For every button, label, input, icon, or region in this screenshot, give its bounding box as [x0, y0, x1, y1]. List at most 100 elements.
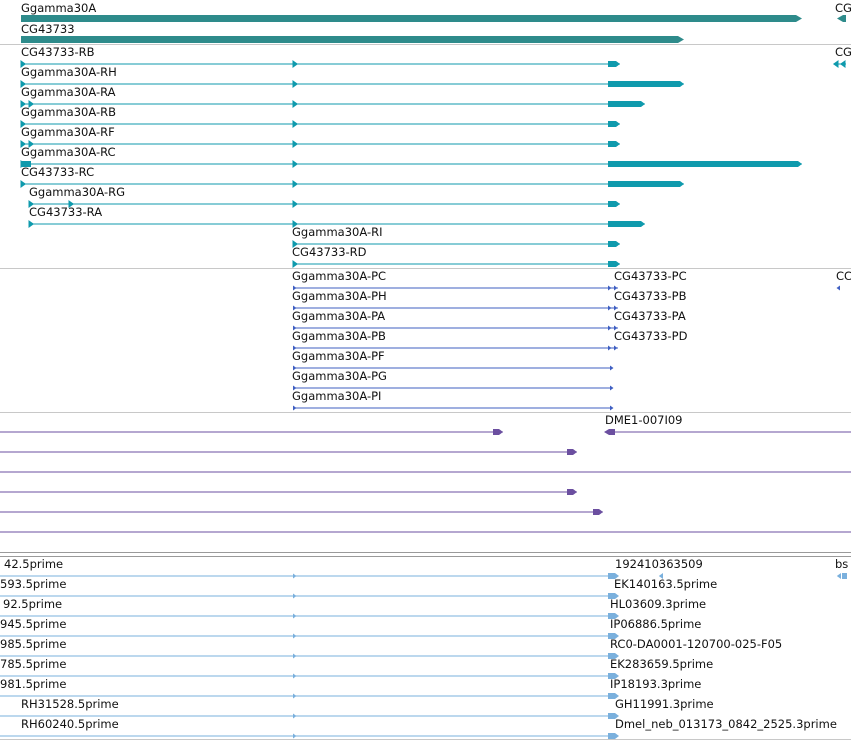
est-label[interactable]: 981.5prime: [0, 677, 67, 691]
protein-label[interactable]: Ggamma30A-PH: [292, 289, 387, 303]
est-strand-arrow[interactable]: [293, 573, 297, 579]
transcript-exon[interactable]: [608, 221, 645, 227]
transcript-label[interactable]: Ggamma30A-RG: [29, 185, 126, 199]
protein-label[interactable]: Ggamma30A-PF: [292, 349, 385, 363]
protein-strand-arrow[interactable]: [293, 405, 297, 411]
transcript-label[interactable]: CG43733-RA: [29, 205, 103, 219]
est-label[interactable]: 945.5prime: [0, 617, 67, 631]
est-block[interactable]: [842, 573, 847, 579]
transcript-strand-arrow[interactable]: [292, 120, 299, 128]
protein-label[interactable]: CG43733-PC: [614, 269, 687, 283]
protein-strand-arrow[interactable]: [293, 285, 297, 291]
transcript-label[interactable]: Ggamma30A-RB: [21, 105, 116, 119]
protein-strand-arrow[interactable]: [610, 385, 614, 391]
est-block[interactable]: [608, 713, 619, 719]
clone-end[interactable]: [567, 449, 577, 455]
transcript-label[interactable]: CG43733-RB: [21, 45, 95, 59]
transcript-strand-arrow[interactable]: [20, 160, 27, 168]
est-label[interactable]: 593.5prime: [0, 577, 67, 591]
est-label[interactable]: 42.5prime: [4, 557, 64, 571]
protein-strand-arrow[interactable]: [293, 365, 297, 371]
gene-label[interactable]: CG: [835, 1, 851, 15]
transcript-strand-arrow[interactable]: [839, 60, 846, 68]
est-strand-arrow[interactable]: [293, 613, 297, 619]
est-strand-arrow[interactable]: [293, 653, 297, 659]
protein-strand-arrow[interactable]: [614, 285, 618, 291]
protein-strand-arrow[interactable]: [608, 285, 612, 291]
transcript-label[interactable]: Ggamma30A-RF: [21, 125, 115, 139]
transcript-strand-arrow[interactable]: [20, 60, 27, 68]
transcript-strand-arrow[interactable]: [292, 100, 299, 108]
transcript-strand-arrow[interactable]: [292, 160, 299, 168]
transcript-exon[interactable]: [608, 81, 684, 87]
est-label[interactable]: RC0-DA0001-120700-025-F05: [610, 637, 783, 651]
transcript-strand-arrow[interactable]: [292, 220, 299, 228]
est-block[interactable]: [608, 573, 619, 579]
protein-strand-arrow[interactable]: [608, 345, 612, 351]
gene-label[interactable]: Ggamma30A: [21, 1, 97, 15]
gene-feature-cg-right[interactable]: [837, 15, 846, 22]
est-block[interactable]: [608, 593, 619, 599]
transcript-strand-arrow[interactable]: [292, 180, 299, 188]
transcript-strand-arrow[interactable]: [292, 260, 299, 268]
protein-strand-arrow[interactable]: [610, 405, 614, 411]
protein-strand-arrow[interactable]: [293, 325, 297, 331]
protein-strand-arrow[interactable]: [608, 325, 612, 331]
protein-label[interactable]: Ggamma30A-PB: [292, 329, 386, 343]
transcript-strand-arrow[interactable]: [292, 240, 299, 248]
clone-label[interactable]: DME1-007I09: [605, 413, 683, 427]
est-block[interactable]: [608, 613, 619, 619]
protein-strand-arrow[interactable]: [614, 305, 618, 311]
est-block[interactable]: [608, 693, 619, 699]
transcript-label[interactable]: Ggamma30A-RI: [292, 225, 383, 239]
est-label[interactable]: RH31528.5prime: [21, 697, 119, 711]
est-label[interactable]: HL03609.3prime: [610, 597, 707, 611]
protein-strand-arrow[interactable]: [293, 345, 297, 351]
gene-label[interactable]: CG43733: [21, 22, 75, 36]
protein-label[interactable]: Ggamma30A-PI: [292, 389, 382, 403]
transcript-exon[interactable]: [608, 181, 684, 187]
est-label[interactable]: RH60240.5prime: [21, 717, 119, 731]
est-block[interactable]: [608, 733, 619, 739]
transcript-strand-arrow[interactable]: [292, 200, 299, 208]
protein-label[interactable]: CG43733-PD: [614, 329, 688, 343]
transcript-strand-arrow[interactable]: [292, 140, 299, 148]
est-label[interactable]: EK283659.5prime: [610, 657, 714, 671]
protein-label[interactable]: Ggamma30A-PG: [292, 369, 387, 383]
transcript-strand-arrow[interactable]: [28, 220, 35, 228]
transcript-label[interactable]: CG43733-RD: [292, 245, 367, 259]
est-block[interactable]: [608, 673, 619, 679]
transcript-exon[interactable]: [608, 121, 620, 127]
transcript-strand-arrow[interactable]: [28, 100, 35, 108]
transcript-exon[interactable]: [608, 101, 645, 107]
gene-feature-ggamma30a[interactable]: [21, 15, 802, 22]
protein-strand-arrow[interactable]: [293, 305, 297, 311]
est-label[interactable]: Dmel_neb_013173_0842_2525.3prime: [615, 717, 837, 731]
transcript-label[interactable]: Ggamma30A-RA: [21, 85, 116, 99]
est-label[interactable]: EK140163.5prime: [614, 577, 718, 591]
transcript-exon[interactable]: [608, 61, 620, 67]
transcript-label[interactable]: Ggamma30A-RH: [21, 65, 117, 79]
transcript-strand-arrow[interactable]: [28, 200, 35, 208]
est-label[interactable]: IP06886.5prime: [610, 617, 702, 631]
est-label[interactable]: 192410363509: [615, 557, 703, 571]
clone-end[interactable]: [493, 429, 503, 435]
transcript-strand-arrow[interactable]: [292, 60, 299, 68]
protein-strand-arrow[interactable]: [836, 285, 841, 291]
protein-strand-arrow[interactable]: [614, 325, 618, 331]
est-strand-arrow[interactable]: [293, 733, 297, 739]
protein-label[interactable]: CC: [836, 269, 851, 283]
transcript-exon[interactable]: [608, 161, 802, 167]
transcript-strand-arrow[interactable]: [292, 80, 299, 88]
est-label[interactable]: IP18193.3prime: [610, 677, 702, 691]
protein-strand-arrow[interactable]: [610, 365, 614, 371]
transcript-strand-arrow[interactable]: [20, 140, 27, 148]
est-block[interactable]: [608, 633, 619, 639]
transcript-strand-arrow[interactable]: [20, 100, 27, 108]
protein-strand-arrow[interactable]: [614, 345, 618, 351]
transcript-strand-arrow[interactable]: [20, 80, 27, 88]
protein-label[interactable]: Ggamma30A-PA: [292, 309, 386, 323]
protein-label[interactable]: Ggamma30A-PC: [292, 269, 387, 283]
transcript-exon[interactable]: [608, 141, 620, 147]
protein-label[interactable]: CG43733-PB: [614, 289, 687, 303]
